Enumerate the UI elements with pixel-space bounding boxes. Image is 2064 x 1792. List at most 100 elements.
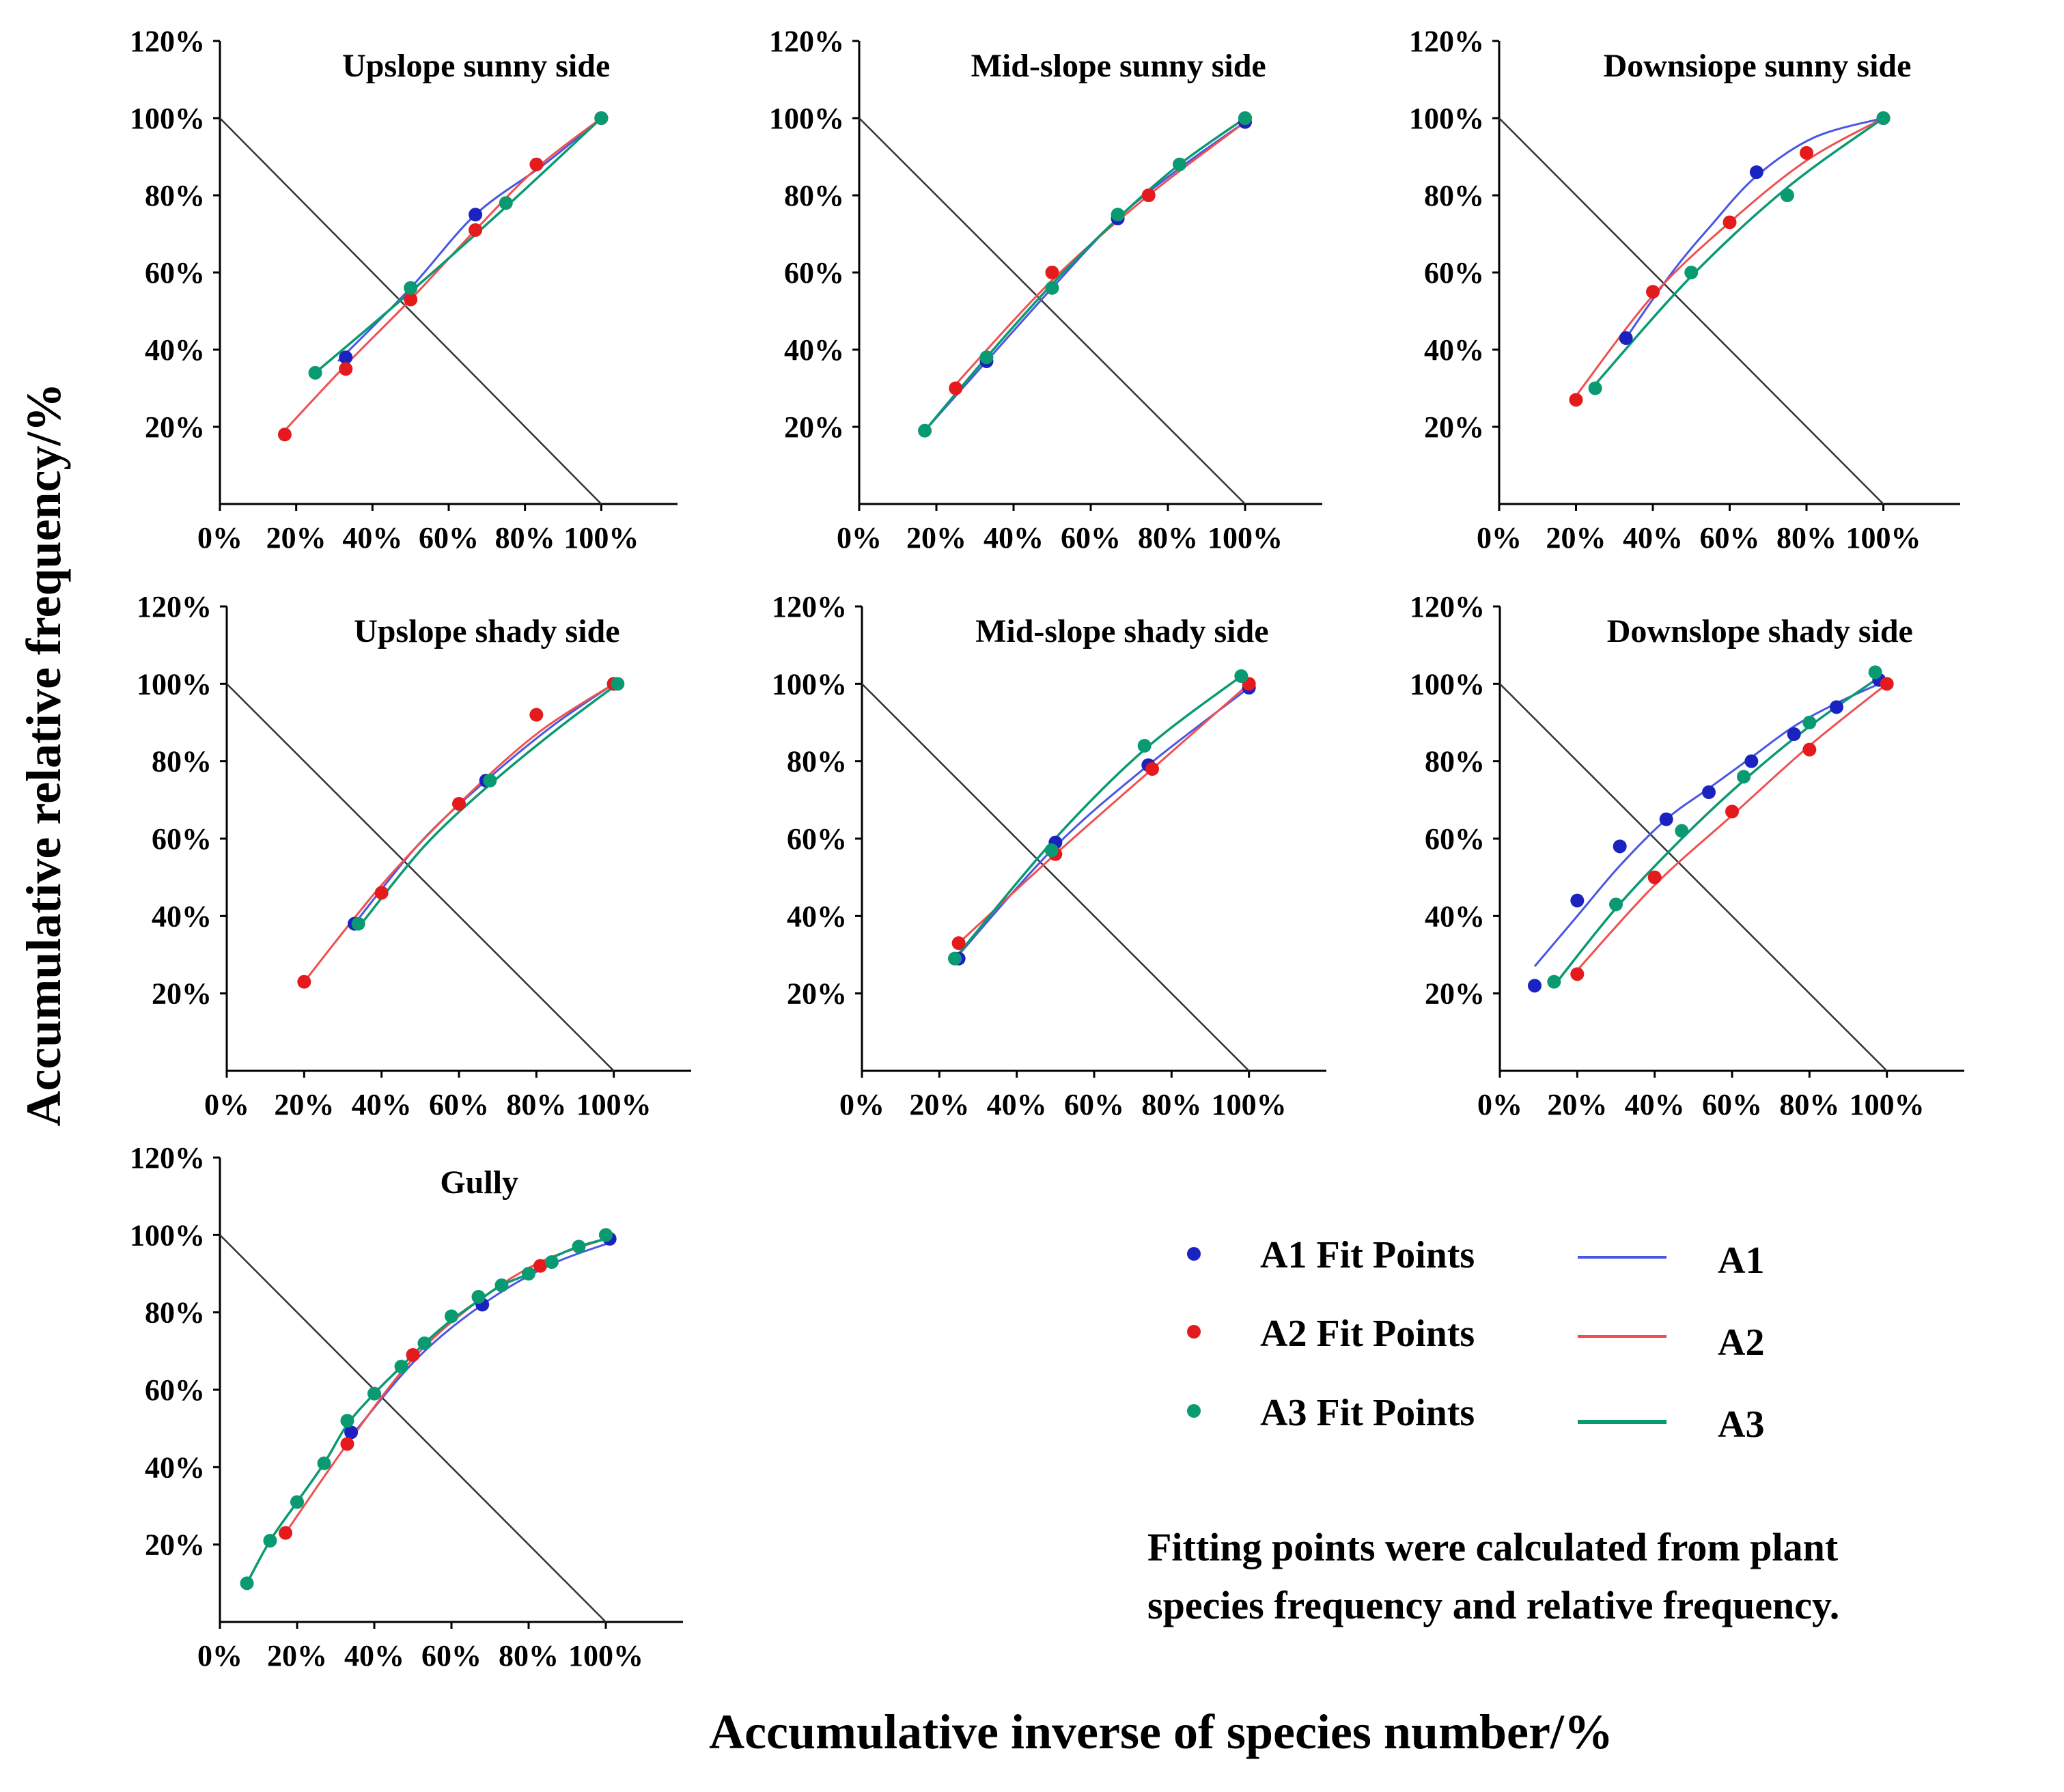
y-tick-label: 80% (1424, 179, 1484, 212)
x-tick-label: 0% (839, 1088, 884, 1121)
x-tick-label: 80% (1138, 521, 1198, 555)
point-a1 (1787, 727, 1801, 741)
point-a3 (1588, 381, 1602, 395)
x-tick-label: 100% (576, 1088, 652, 1121)
point-a2 (1800, 145, 1813, 160)
point-a2 (1045, 266, 1059, 279)
point-a3 (1172, 157, 1186, 171)
y-tick-label: 100% (772, 667, 847, 701)
panel-6: 0% 20% 40% 60% 80% 100% 20% 40% 60% 80% 100% 120% Do… (1410, 590, 1964, 1121)
legend-line-label-a3: A3 (1718, 1403, 1764, 1446)
legend: A1 Fit Points A1 A2 Fit Points A2 A3 Fit… (1187, 1234, 1764, 1446)
point-a3 (1737, 770, 1751, 784)
y-tick-label: 60% (152, 822, 212, 856)
x-tick-label: 0% (197, 1639, 242, 1672)
legend-marker-a1 (1187, 1247, 1201, 1261)
legend-line-label-a2: A2 (1718, 1321, 1764, 1364)
point-a2 (406, 1348, 420, 1362)
reference-line (219, 117, 602, 505)
point-a3 (918, 423, 932, 438)
point-a2 (1723, 215, 1737, 229)
point-a3 (1684, 266, 1699, 279)
y-tick-label: 120% (137, 590, 212, 624)
x-tick-label: 60% (1702, 1088, 1762, 1121)
point-a2 (1569, 393, 1583, 407)
x-tick-label: 100% (1850, 1088, 1925, 1121)
point-a3 (1876, 111, 1891, 125)
point-a3 (1675, 824, 1689, 838)
point-a3 (417, 1336, 432, 1350)
y-tick-label: 60% (1424, 256, 1484, 290)
point-a1 (469, 208, 483, 222)
x-tick-label: 60% (1061, 521, 1121, 555)
legend-marker-a3 (1187, 1404, 1201, 1418)
panels: 0% 20% 40% 60% 80% 100%20%40%60%80%100%120%Up… (130, 25, 1964, 1672)
x-tick-label: 80% (499, 1639, 559, 1672)
legend-points-label-a3: A3 Fit Points (1260, 1392, 1475, 1434)
reference-line (219, 1234, 606, 1623)
point-a3 (1868, 665, 1882, 680)
point-a3 (599, 1228, 613, 1242)
legend-points-label-a1: A1 Fit Points (1260, 1234, 1475, 1276)
y-tick-label: 80% (787, 745, 847, 779)
panel-3: 0% 20% 40% 60% 80% 100% 20% 40% 60% 80% 100% 120% Do… (1409, 25, 1960, 555)
x-tick-label: 100% (563, 521, 639, 555)
y-tick-label: 80% (152, 745, 212, 779)
x-tick-label: 0% (1477, 1088, 1522, 1121)
y-tick-label: 20% (1425, 977, 1485, 1011)
x-tick-label: 40% (1625, 1088, 1685, 1121)
point-a1 (1744, 754, 1759, 768)
point-a2 (340, 1437, 354, 1451)
x-tick-label: 60% (421, 1639, 482, 1672)
y-tick-label: 60% (145, 1373, 205, 1407)
fit-line-a3 (314, 117, 602, 374)
y-tick-label: 60% (784, 256, 844, 290)
y-tick-label: 20% (784, 410, 844, 444)
x-tick-label: 20% (274, 1088, 334, 1121)
point-a2 (279, 1526, 293, 1540)
fit-line-a1 (353, 683, 615, 925)
x-tick-label: 40% (987, 1088, 1047, 1121)
point-a2 (529, 157, 544, 171)
reference-line (861, 683, 1250, 1072)
y-tick-label: 100% (1410, 667, 1485, 701)
x-tick-label: 60% (429, 1088, 489, 1121)
legend-line-label-a1: A1 (1718, 1240, 1764, 1282)
point-a2 (529, 708, 544, 722)
y-tick-label: 100% (137, 667, 212, 701)
point-a2 (1570, 967, 1585, 981)
point-a3 (1780, 188, 1794, 202)
point-a1 (344, 1425, 359, 1440)
y-tick-label: 80% (1425, 745, 1485, 779)
point-a3 (317, 1456, 331, 1470)
y-tick-label: 40% (787, 899, 847, 933)
y-tick-label: 20% (145, 410, 205, 444)
fit-line-a3 (357, 682, 619, 929)
point-a3 (290, 1495, 304, 1509)
point-a1 (339, 350, 353, 365)
fit-line-a3 (953, 675, 1242, 960)
x-tick-label: 60% (1064, 1088, 1124, 1121)
point-a3 (240, 1576, 254, 1591)
x-tick-label: 40% (984, 521, 1044, 555)
point-a2 (951, 936, 966, 950)
y-tick-label: 40% (145, 1451, 205, 1484)
x-axis-label: Accumulative inverse of species number/% (709, 1705, 1613, 1759)
x-tick-label: 100% (1846, 521, 1921, 555)
x-tick-label: 20% (1546, 521, 1606, 555)
note-line-1: Fitting points were calculated from plan… (1147, 1525, 1839, 1569)
fit-line-a2 (284, 1237, 606, 1534)
x-tick-label: 20% (906, 521, 966, 555)
point-a2 (949, 381, 963, 395)
y-axis-label: Accumulative relative frequency/% (16, 382, 71, 1126)
point-a3 (611, 677, 625, 691)
y-tick-label: 40% (1425, 899, 1485, 933)
point-a3 (1547, 975, 1561, 989)
x-tick-label: 40% (352, 1088, 412, 1121)
x-tick-label: 20% (1547, 1088, 1607, 1121)
point-a3 (522, 1267, 535, 1280)
point-a3 (494, 1278, 509, 1292)
point-a2 (1725, 804, 1739, 819)
point-a3 (367, 1386, 381, 1401)
